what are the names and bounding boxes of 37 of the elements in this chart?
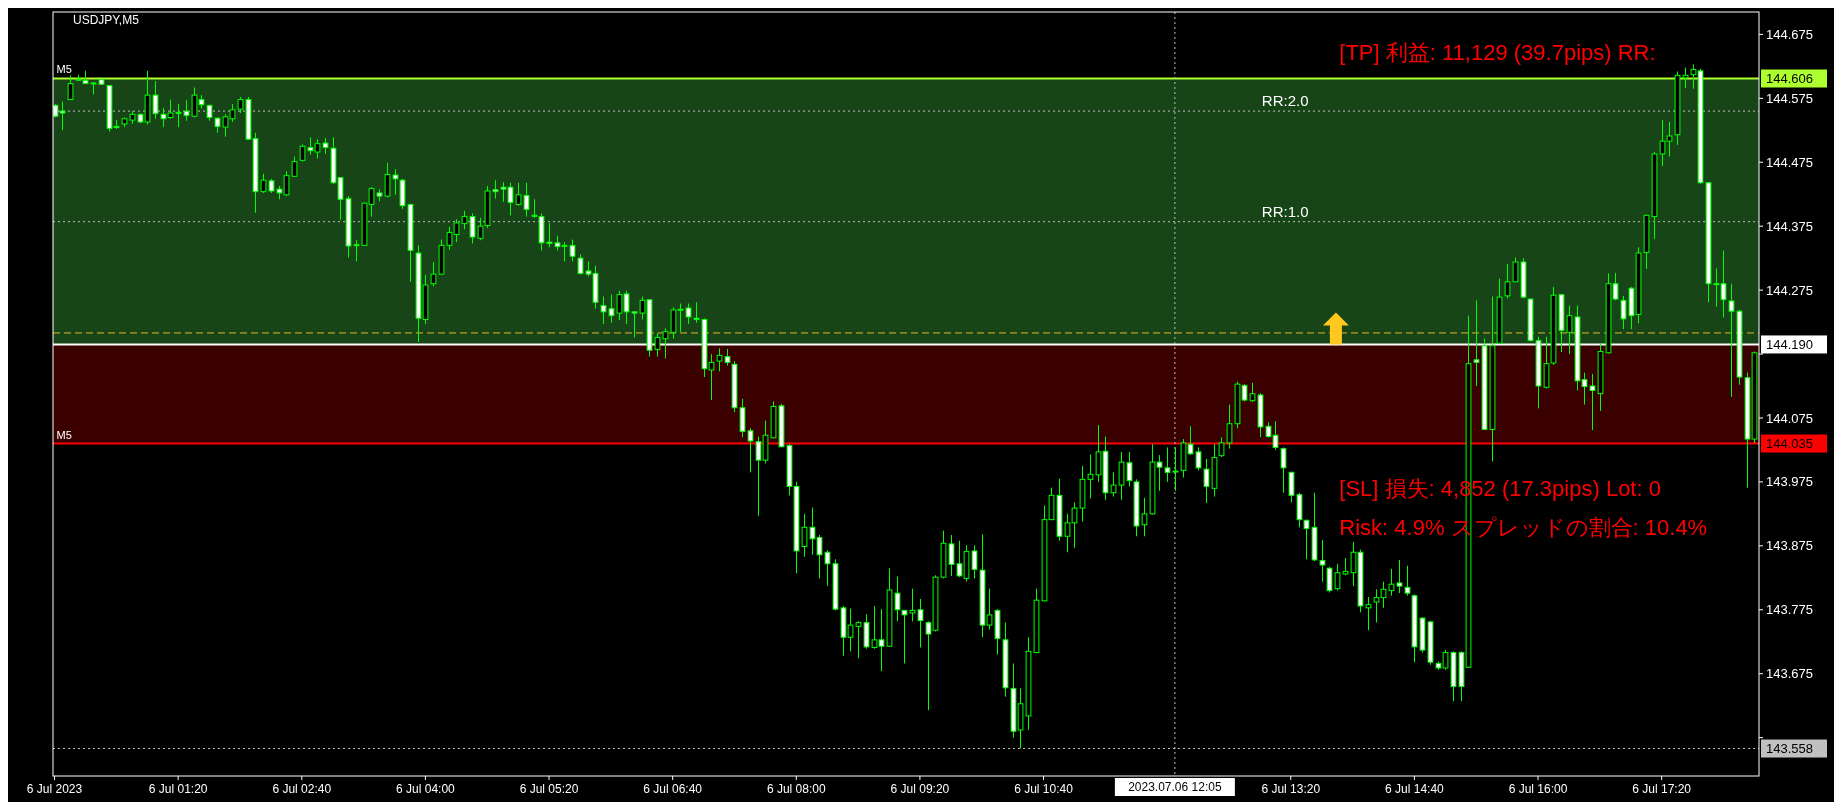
x-tick-label: 6 Jul 02:40 [272, 782, 332, 796]
y-tick-label: 143.875 [1766, 538, 1813, 554]
x-tick-label: 6 Jul 09:20 [890, 782, 950, 796]
x-tick-label: 6 Jul 06:40 [643, 782, 703, 796]
y-tick-label: 144.075 [1766, 410, 1813, 426]
annotation: M5 [56, 63, 72, 76]
y-tick-label: 143.775 [1766, 602, 1813, 618]
x-tick-label: 6 Jul 10:40 [1014, 782, 1074, 796]
ref-line-label: 144.606 [1766, 71, 1813, 87]
annotation: M5 [56, 428, 72, 441]
y-tick-label: 143.675 [1766, 666, 1813, 682]
x-tick-label: 6 Jul 13:20 [1261, 782, 1321, 796]
y-tick-label: 143.975 [1766, 474, 1813, 490]
ref-line-label: 144.190 [1766, 337, 1813, 352]
ref-line-label: 143.558 [1766, 741, 1813, 757]
annotation: RR:1.0 [1261, 202, 1309, 220]
candlestick [1404, 565, 1411, 597]
candlestick [67, 74, 74, 101]
x-tick-label: 6 Jul 01:20 [148, 782, 208, 796]
ref-line-label: 2023.07.06 12:05 [1128, 780, 1222, 794]
y-tick-label: 144.675 [1766, 26, 1813, 42]
candlestick [1280, 446, 1287, 494]
y-tick-label: 144.575 [1766, 90, 1813, 106]
annotation: RR:2.0 [1261, 92, 1309, 110]
chart-title: USDJPY,M5 [73, 13, 140, 27]
x-tick-label: 6 Jul 16:00 [1508, 782, 1568, 796]
x-tick-label: 6 Jul 08:00 [766, 782, 826, 796]
x-tick-label: 6 Jul 04:00 [396, 782, 456, 796]
annotation: [TP] 利益: 11,129 (39.7pips) RR: [1339, 40, 1656, 65]
y-tick-label: 144.375 [1766, 218, 1813, 234]
y-tick-label: 144.275 [1766, 282, 1813, 298]
x-tick-label: 6 Jul 05:20 [519, 782, 579, 796]
x-tick-label: 6 Jul 17:20 [1632, 782, 1692, 796]
ref-line-label: 144.035 [1766, 436, 1813, 452]
x-tick-label: 6 Jul 14:40 [1385, 782, 1445, 796]
x-tick-label: 6 Jul 2023 [26, 782, 83, 796]
y-tick-label: 144.475 [1766, 154, 1813, 170]
